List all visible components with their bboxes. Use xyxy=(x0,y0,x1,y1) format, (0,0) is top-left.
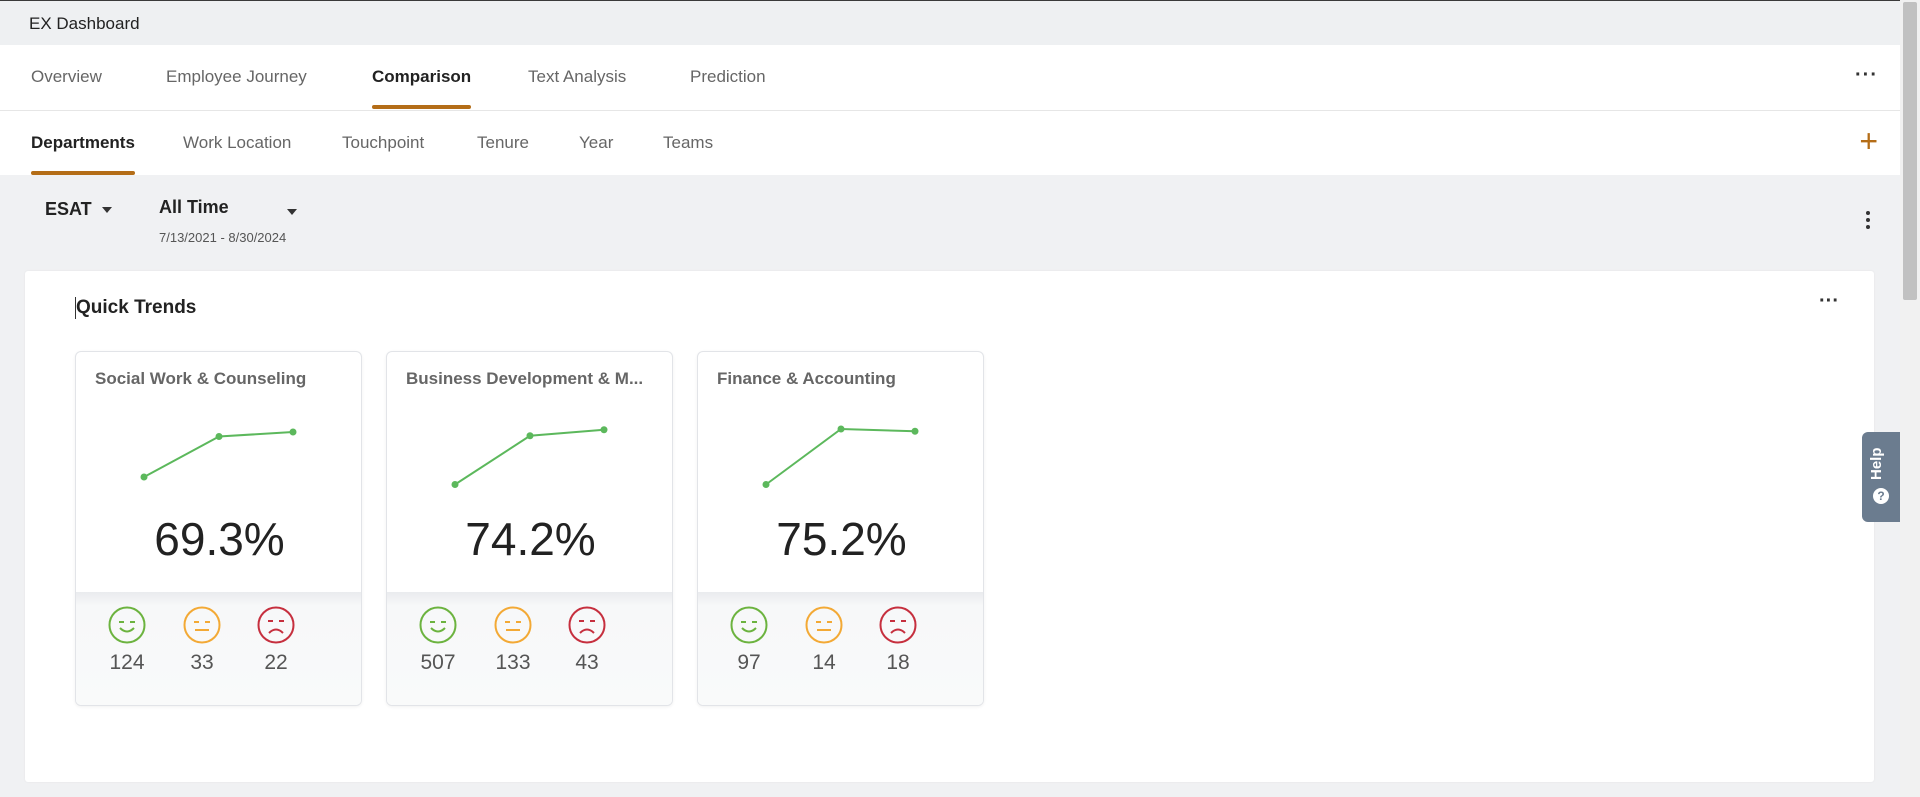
time-range-label: All Time xyxy=(159,197,229,217)
positive-count-group: 124 xyxy=(102,606,152,675)
negative-count-group: 22 xyxy=(251,606,301,675)
sad-face-icon xyxy=(879,606,917,644)
neutral-count: 133 xyxy=(495,651,531,674)
positive-count: 97 xyxy=(737,651,761,674)
app-header: EX Dashboard xyxy=(0,0,1900,45)
positive-count-group: 97 xyxy=(724,606,774,675)
sparkline-chart xyxy=(140,428,297,481)
subtab-work-location[interactable]: Work Location xyxy=(183,133,292,152)
more-options-icon[interactable]: ··· xyxy=(1855,64,1878,86)
positive-count-group: 507 xyxy=(413,606,463,675)
card-title: Business Development & M... xyxy=(406,369,644,388)
negative-count-group: 43 xyxy=(562,606,612,675)
card-title: Finance & Accounting xyxy=(717,369,896,388)
sparkline-point xyxy=(837,425,845,433)
sub-tab-bar: Departments Work Location Touchpoint Ten… xyxy=(0,111,1900,175)
positive-count: 124 xyxy=(109,651,145,674)
trend-card[interactable]: Finance & Accounting 75.2% 97 14 18 xyxy=(697,351,984,706)
subtab-touchpoint[interactable]: Touchpoint xyxy=(342,133,425,152)
score-value: 69.3% xyxy=(154,513,285,565)
score-value: 75.2% xyxy=(776,513,907,565)
card-title: Social Work & Counseling xyxy=(95,369,307,388)
sparkline-point xyxy=(215,433,223,440)
sentiment-breakdown: 507 133 43 xyxy=(387,592,672,705)
date-range-text: 7/13/2021 - 8/30/2024 xyxy=(159,230,287,245)
neutral-count-group: 133 xyxy=(488,606,538,675)
scrollbar[interactable] xyxy=(1900,0,1920,797)
happy-face-icon xyxy=(419,606,457,644)
sparkline-line xyxy=(765,427,916,486)
sad-face-icon xyxy=(568,606,606,644)
kebab-menu-icon[interactable] xyxy=(1866,211,1870,229)
neutral-count: 14 xyxy=(812,651,836,674)
time-range-dropdown[interactable]: All Time xyxy=(159,197,297,218)
positive-count: 507 xyxy=(420,651,456,674)
caret-down-icon xyxy=(101,207,112,214)
scrollbar-thumb[interactable] xyxy=(1903,2,1917,300)
panel-title: Quick Trends xyxy=(75,297,197,319)
tab-text-analysis[interactable]: Text Analysis xyxy=(528,67,627,86)
metric-label: ESAT xyxy=(45,199,92,219)
sparkline-point xyxy=(526,432,534,440)
help-button[interactable]: Help ? xyxy=(1862,432,1900,522)
app-title: EX Dashboard xyxy=(29,14,140,33)
subtab-tenure[interactable]: Tenure xyxy=(477,133,529,152)
question-icon: ? xyxy=(1873,488,1889,504)
tab-employee-journey[interactable]: Employee Journey xyxy=(166,67,307,86)
sentiment-breakdown: 124 33 22 xyxy=(76,592,361,705)
add-icon[interactable]: + xyxy=(1859,123,1878,159)
neutral-count: 33 xyxy=(190,651,214,674)
tab-overview[interactable]: Overview xyxy=(31,67,102,86)
sad-face-icon xyxy=(257,606,295,644)
subtab-year[interactable]: Year xyxy=(579,133,614,152)
sparkline-point xyxy=(140,473,148,481)
sparkline-chart xyxy=(762,425,919,488)
caret-down-icon xyxy=(287,209,297,215)
score-value: 74.2% xyxy=(465,513,596,565)
filter-bar: ESAT All Time 7/13/2021 - 8/30/2024 xyxy=(0,175,1900,271)
sentiment-breakdown: 97 14 18 xyxy=(698,592,983,705)
negative-count-group: 18 xyxy=(873,606,923,675)
tab-comparison[interactable]: Comparison xyxy=(372,67,472,109)
happy-face-icon xyxy=(108,606,146,644)
sparkline-point xyxy=(600,426,608,434)
negative-count: 43 xyxy=(575,651,599,674)
neutral-count-group: 14 xyxy=(799,606,849,675)
main-tab-bar: Overview Employee Journey Comparison Tex… xyxy=(0,45,1900,111)
happy-face-icon xyxy=(730,606,768,644)
trend-card[interactable]: Business Development & M... 74.2% 507 133 43 xyxy=(386,351,673,706)
sparkline-chart xyxy=(451,426,608,488)
tab-prediction[interactable]: Prediction xyxy=(690,67,766,86)
subtab-departments[interactable]: Departments xyxy=(31,133,135,175)
trend-card[interactable]: Social Work & Counseling 69.3% 124 33 22 xyxy=(75,351,362,706)
negative-count: 18 xyxy=(886,651,910,674)
quick-trends-panel: Quick Trends ··· Social Work & Counselin… xyxy=(25,271,1874,782)
more-options-icon[interactable]: ··· xyxy=(1819,290,1839,312)
sparkline-point xyxy=(762,481,770,488)
neutral-face-icon xyxy=(494,606,532,644)
neutral-count-group: 33 xyxy=(177,606,227,675)
subtab-teams[interactable]: Teams xyxy=(663,133,714,152)
sparkline-point xyxy=(911,427,919,435)
neutral-face-icon xyxy=(805,606,843,644)
neutral-face-icon xyxy=(183,606,221,644)
sparkline-point xyxy=(451,481,459,488)
negative-count: 22 xyxy=(264,651,288,674)
help-label: Help xyxy=(1868,447,1885,480)
sparkline-point xyxy=(289,428,297,436)
metric-dropdown[interactable]: ESAT xyxy=(45,199,112,220)
